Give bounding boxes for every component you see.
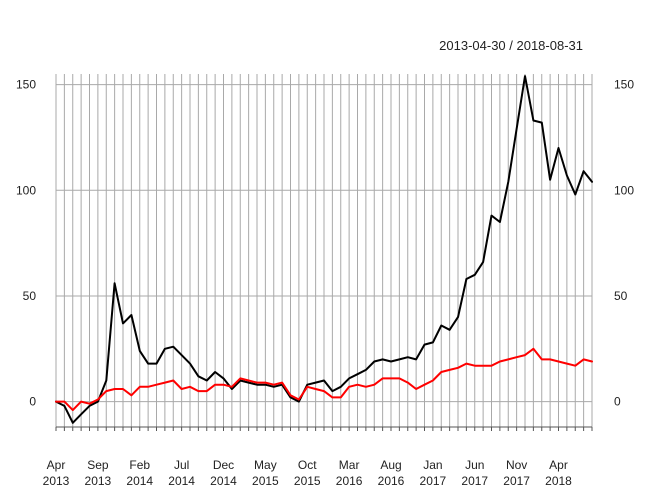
x-tick-label-month: Aug <box>380 458 401 472</box>
series-lines <box>55 75 593 424</box>
x-tick-label-year: 2017 <box>420 474 447 488</box>
y-tick-label-right: 100 <box>614 183 634 197</box>
axes <box>55 426 593 431</box>
x-tick-label-year: 2016 <box>378 474 405 488</box>
x-tick-label-month: Mar <box>339 458 360 472</box>
x-tick-label-month: Nov <box>506 458 527 472</box>
x-tick-label-year: 2018 <box>545 474 572 488</box>
x-tick-label-month: Sep <box>87 458 109 472</box>
y-tick-label-right: 50 <box>614 289 628 303</box>
x-tick-label-year: 2016 <box>336 474 363 488</box>
x-tick-label-month: Apr <box>549 458 568 472</box>
y-tick-label-left: 150 <box>16 78 36 92</box>
x-tick-label-month: Oct <box>298 458 317 472</box>
y-tick-label-left: 100 <box>16 183 36 197</box>
y-tick-label-right: 150 <box>614 78 634 92</box>
x-tick-label-month: Apr <box>47 458 66 472</box>
date-range-label: 2013-04-30 / 2018-08-31 <box>439 38 583 53</box>
series-line-red <box>55 347 593 412</box>
y-tick-label-left: 50 <box>23 289 37 303</box>
x-tick-label-year: 2014 <box>210 474 237 488</box>
x-tick-label-month: Jun <box>465 458 484 472</box>
series-line-black <box>55 75 593 424</box>
y-tick-label-left: 0 <box>29 395 36 409</box>
x-tick-label-year: 2015 <box>252 474 279 488</box>
x-tick-label-year: 2015 <box>294 474 321 488</box>
x-tick-label-year: 2017 <box>503 474 530 488</box>
y-tick-label-right: 0 <box>614 395 621 409</box>
grid <box>55 74 593 427</box>
x-tick-label-year: 2013 <box>85 474 112 488</box>
x-tick-label-month: Feb <box>129 458 150 472</box>
x-tick-label-month: Jan <box>423 458 442 472</box>
x-tick-label-month: Dec <box>213 458 234 472</box>
x-tick-label-year: 2014 <box>168 474 195 488</box>
x-tick-label-year: 2017 <box>461 474 488 488</box>
x-tick-label-year: 2014 <box>126 474 153 488</box>
x-tick-label-year: 2013 <box>43 474 70 488</box>
x-tick-label-month: May <box>254 458 277 472</box>
tick-labels: 0 50 100 150 0 50 100 150 Apr 2013 Sep 2013 Feb 2014 J… <box>16 78 634 488</box>
x-tick-label-month: Jul <box>174 458 189 472</box>
